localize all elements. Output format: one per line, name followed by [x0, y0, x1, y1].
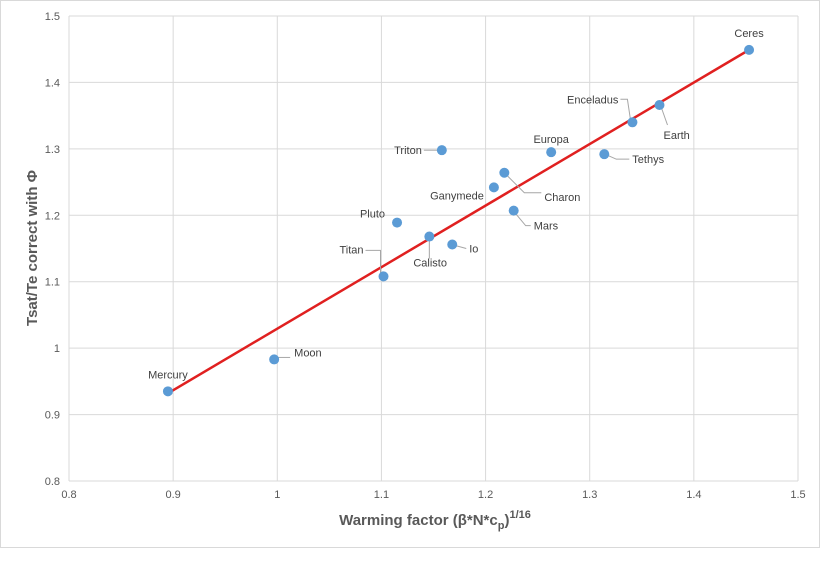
point-label: Charon: [544, 192, 580, 204]
y-tick-label: 1.2: [45, 210, 60, 222]
point-label: Tethys: [632, 154, 664, 166]
point-label: Enceladus: [567, 94, 619, 106]
point-label: Triton: [394, 145, 422, 157]
point-labels: Mercury Moon Titan Pluto Calisto Io Triton Gany…: [148, 28, 764, 381]
x-axis-title-main: Warming factor (β*N*c: [339, 512, 498, 529]
trendline-group: [167, 48, 750, 395]
x-tick-label: 1.2: [478, 489, 493, 501]
data-point: [378, 271, 389, 282]
x-axis-title-tail: ): [504, 512, 509, 529]
trendline: [167, 48, 750, 395]
leader-line: [607, 154, 630, 160]
data-points: [162, 44, 755, 397]
point-label: Ganymede: [430, 190, 484, 202]
x-tick-label: 1.4: [686, 489, 701, 501]
x-axis-title: Warming factor (β*N*cp)1/16: [339, 509, 531, 532]
data-point: [744, 44, 755, 55]
x-axis-title-sup: 1/16: [509, 509, 530, 521]
data-point: [447, 239, 458, 250]
data-point: [269, 354, 280, 365]
x-tick-label: 0.9: [165, 489, 180, 501]
y-tick-label: 0.8: [45, 476, 60, 488]
scatter-chart: 0.8 0.9 1 1.1 1.2 1.3 1.4 1.5 0.8 0.9 1 1.1 1.2 1.3 1.…: [24, 11, 806, 532]
point-label: Io: [469, 244, 478, 256]
data-point: [436, 145, 447, 156]
leader-line: [661, 107, 668, 126]
y-tick-label: 1.1: [45, 277, 60, 289]
point-label: Pluto: [360, 209, 385, 221]
data-point: [654, 100, 665, 111]
data-point: [499, 167, 510, 178]
data-point: [392, 217, 403, 228]
x-tick-label: 1.3: [582, 489, 597, 501]
y-tick-label: 1: [54, 343, 60, 355]
point-label: Ceres: [734, 28, 764, 40]
tick-labels: 0.8 0.9 1 1.1 1.2 1.3 1.4 1.5 0.8 0.9 1 1.1 1.2 1.3 1.…: [45, 11, 806, 501]
point-label: Calisto: [413, 258, 447, 270]
point-label: Mercury: [148, 369, 188, 381]
point-label: Moon: [294, 347, 322, 359]
leader-line: [515, 213, 531, 227]
y-tick-label: 1.4: [45, 77, 60, 89]
data-point: [162, 386, 173, 397]
y-axis-title: Tsat/Te correct with Φ: [24, 170, 41, 326]
data-point: [424, 231, 435, 242]
data-point: [546, 147, 557, 158]
x-tick-label: 1.1: [374, 489, 389, 501]
leader-line: [365, 249, 382, 274]
gridlines: [68, 15, 799, 482]
leader-line: [506, 175, 542, 194]
data-point: [488, 182, 499, 193]
chart-area: 0.8 0.9 1 1.1 1.2 1.3 1.4 1.5 0.8 0.9 1 1.1 1.2 1.3 1.…: [0, 0, 820, 548]
x-tick-label: 0.8: [61, 489, 76, 501]
x-tick-label: 1: [274, 489, 280, 501]
x-axis-title-sub: p: [498, 520, 505, 532]
x-tick-label: 1.5: [790, 489, 805, 501]
leader-lines: [277, 98, 668, 358]
data-point: [599, 149, 610, 160]
data-point: [508, 205, 519, 216]
point-label: Earth: [663, 130, 689, 142]
y-tick-label: 1.5: [45, 11, 60, 23]
leader-line: [620, 98, 631, 120]
y-tick-label: 0.9: [45, 410, 60, 422]
y-tick-label: 1.3: [45, 144, 60, 156]
leader-line: [455, 245, 467, 249]
point-label: Titan: [339, 244, 363, 256]
point-label: Mars: [534, 221, 559, 233]
data-point: [627, 117, 638, 128]
point-label: Europa: [533, 134, 569, 146]
